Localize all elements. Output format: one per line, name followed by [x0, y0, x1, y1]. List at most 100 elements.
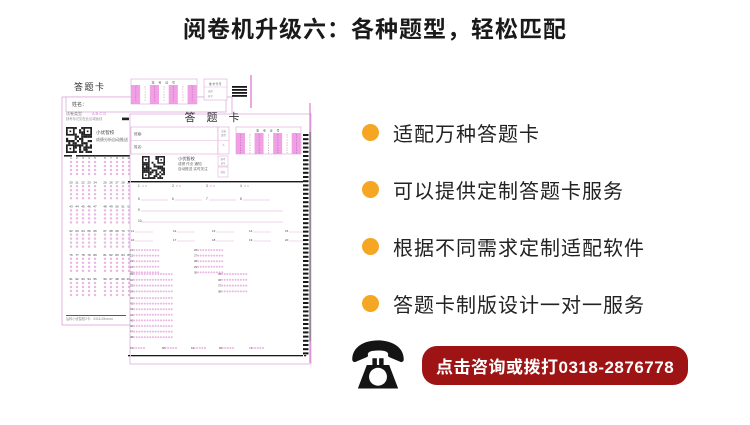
svg-text:4: 4: [135, 97, 136, 99]
svg-text:34: 34: [130, 289, 134, 293]
svg-text:19: 19: [249, 238, 253, 242]
svg-text:准考: 准考: [208, 94, 213, 98]
svg-text:3: 3: [164, 95, 165, 97]
svg-text:4: 4: [164, 97, 165, 99]
svg-text:14: 14: [249, 229, 253, 233]
svg-text:2: 2: [182, 92, 183, 94]
svg-text:1: 1: [138, 184, 140, 188]
svg-text:0: 0: [154, 86, 155, 88]
svg-text:1: 1: [164, 89, 165, 91]
svg-text:3: 3: [145, 95, 146, 97]
svg-text:5: 5: [192, 100, 193, 102]
svg-text:30: 30: [194, 270, 198, 274]
svg-text:1: 1: [192, 89, 193, 91]
svg-text:93: 93: [81, 277, 85, 281]
svg-text:44: 44: [130, 313, 134, 317]
svg-text:20: 20: [285, 238, 289, 242]
svg-text:4: 4: [182, 97, 183, 99]
svg-text:49: 49: [109, 205, 113, 209]
svg-text:准考代号: 准考代号: [209, 82, 222, 86]
svg-text:17: 17: [173, 238, 177, 242]
svg-text:13: 13: [212, 229, 216, 233]
svg-text:试卷: 试卷: [221, 129, 226, 133]
svg-text:24: 24: [93, 180, 97, 184]
svg-text:23: 23: [130, 259, 134, 263]
svg-text:试卷类型: 试卷类型: [66, 110, 82, 116]
svg-text:46: 46: [130, 324, 134, 328]
svg-text:A B C D: A B C D: [92, 111, 106, 116]
svg-text:2: 2: [173, 92, 174, 94]
svg-text:8: 8: [240, 197, 242, 201]
svg-text:92: 92: [75, 277, 79, 281]
svg-text:2: 2: [164, 92, 165, 94]
svg-text:2: 2: [154, 92, 155, 94]
svg-text:41: 41: [130, 296, 134, 300]
svg-text:33: 33: [130, 284, 134, 288]
svg-text:1: 1: [154, 89, 155, 91]
svg-text:0: 0: [135, 86, 136, 88]
svg-text:69: 69: [115, 229, 119, 233]
svg-text:68: 68: [109, 229, 113, 233]
svg-text:26: 26: [109, 180, 113, 184]
svg-text:20: 20: [69, 180, 73, 184]
svg-text:47: 47: [130, 330, 134, 334]
svg-text:12: 12: [173, 229, 177, 233]
svg-text:自动推送 实时关注: 自动推送 实时关注: [178, 166, 208, 171]
svg-text:83: 83: [115, 253, 119, 257]
svg-text:答题卡: 答题卡: [74, 81, 106, 92]
svg-text:7: 7: [249, 152, 250, 154]
svg-text:44: 44: [75, 205, 79, 209]
svg-text:81: 81: [103, 253, 107, 257]
svg-text:5: 5: [135, 100, 136, 102]
svg-text:3: 3: [173, 95, 174, 97]
svg-text:51: 51: [121, 205, 125, 209]
svg-text:5: 5: [164, 100, 165, 102]
svg-text:22: 22: [81, 180, 85, 184]
svg-text:7: 7: [259, 152, 260, 154]
svg-text:21: 21: [130, 248, 134, 252]
svg-text:24: 24: [130, 265, 134, 269]
svg-text:22: 22: [130, 254, 134, 258]
svg-text:4: 4: [173, 97, 174, 99]
svg-text:1: 1: [182, 89, 183, 91]
svg-text:7: 7: [206, 197, 208, 201]
svg-text:42: 42: [130, 302, 134, 306]
svg-text:班级:: 班级:: [134, 131, 142, 136]
svg-text:27: 27: [194, 254, 198, 258]
svg-text:类型: 类型: [221, 133, 226, 137]
svg-text:99: 99: [121, 277, 125, 281]
svg-text:4: 4: [154, 97, 155, 99]
svg-text:2: 2: [145, 92, 146, 94]
svg-text:2: 2: [172, 184, 174, 188]
svg-text:38: 38: [218, 289, 222, 293]
svg-text:5: 5: [154, 100, 155, 102]
svg-text:3: 3: [192, 95, 193, 97]
svg-text:84: 84: [121, 253, 125, 257]
svg-text:3: 3: [154, 95, 155, 97]
svg-text:28: 28: [121, 180, 125, 184]
svg-text:5: 5: [138, 197, 140, 201]
svg-text:答 题 卡: 答 题 卡: [184, 110, 243, 124]
svg-text:成绩 作业 通知: 成绩 作业 通知: [178, 161, 202, 166]
svg-text:29: 29: [194, 265, 198, 269]
svg-text:65: 65: [87, 229, 91, 233]
svg-text:0: 0: [173, 86, 174, 88]
svg-text:21: 21: [75, 180, 79, 184]
svg-text:82: 82: [109, 253, 113, 257]
svg-text:31: 31: [130, 272, 134, 276]
svg-text:5: 5: [182, 100, 183, 102]
svg-text:43: 43: [130, 307, 134, 311]
svg-text:10: 10: [138, 219, 142, 223]
svg-text:1: 1: [135, 89, 136, 91]
svg-text:11: 11: [131, 229, 134, 233]
svg-text:45: 45: [130, 318, 134, 322]
svg-text:成绩分析自动推送: 成绩分析自动推送: [96, 136, 128, 142]
svg-text:26: 26: [194, 248, 198, 252]
svg-text:23: 23: [87, 180, 91, 184]
svg-text:7: 7: [240, 152, 241, 154]
svg-text:0: 0: [192, 86, 193, 88]
svg-text:98: 98: [115, 277, 119, 281]
svg-text:80: 80: [93, 253, 97, 257]
svg-text:5: 5: [145, 100, 146, 102]
svg-text:78: 78: [81, 253, 85, 257]
